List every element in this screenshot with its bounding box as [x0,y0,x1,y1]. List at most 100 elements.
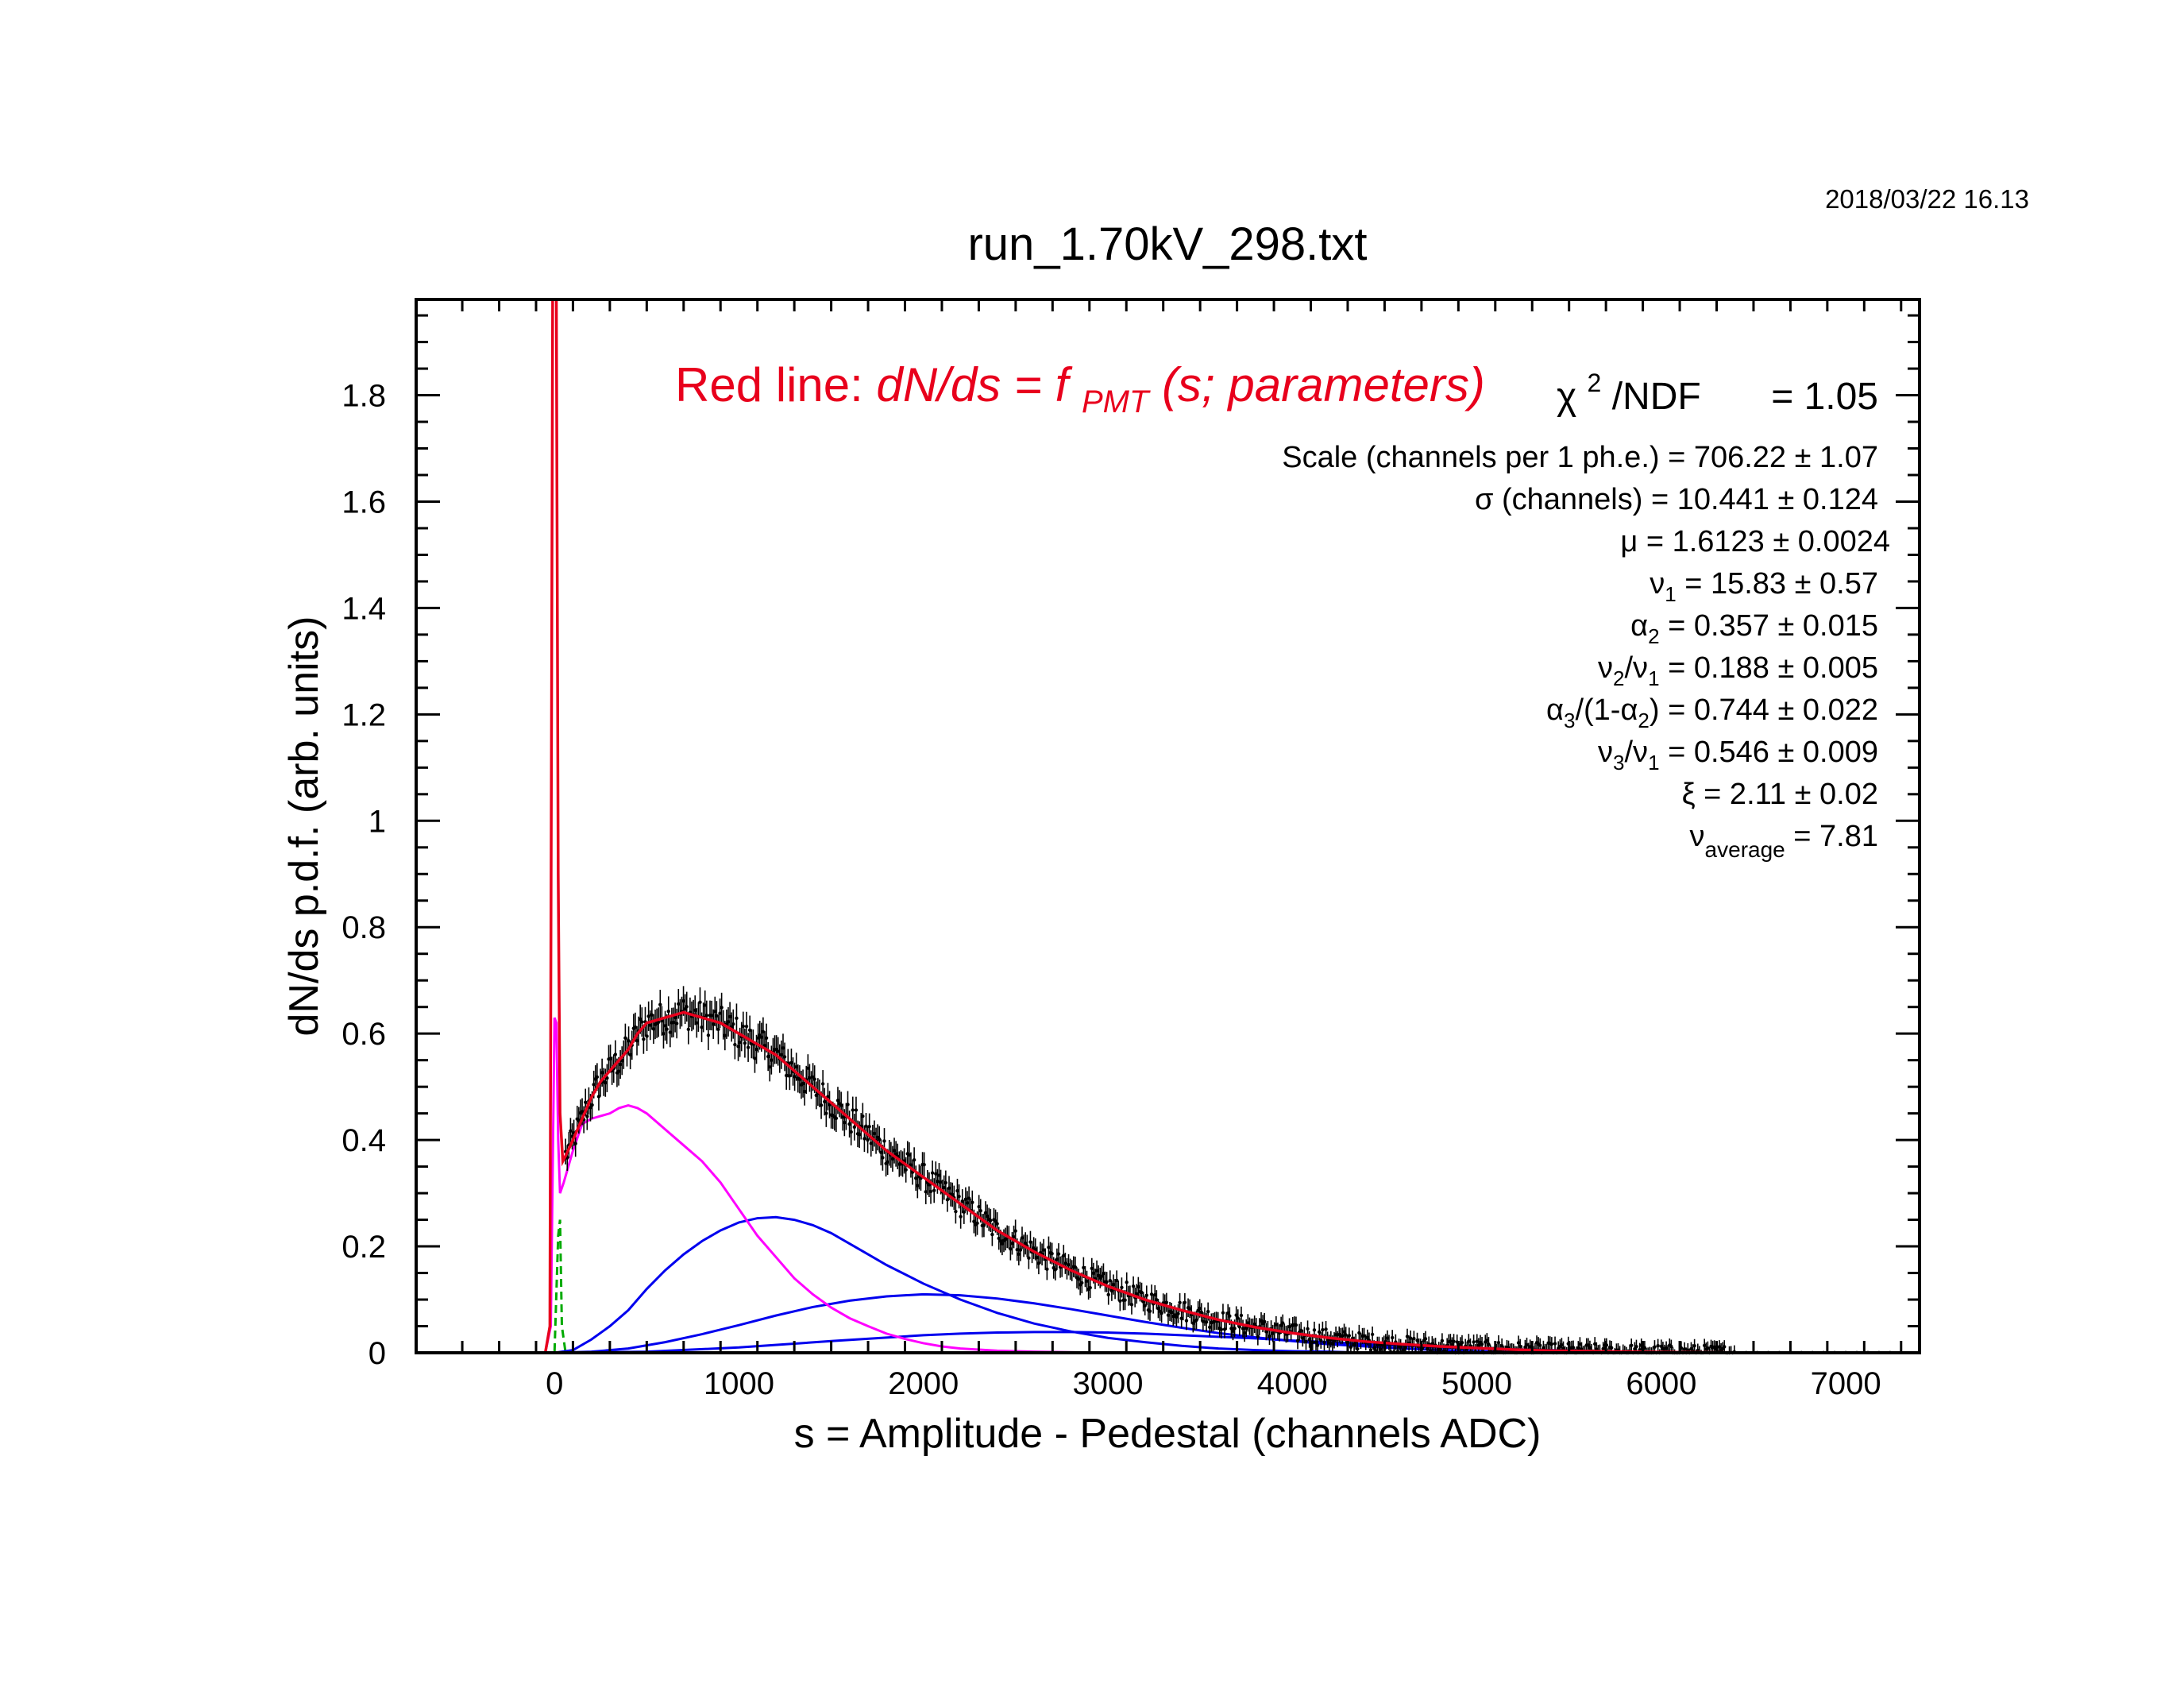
data-point [1106,1292,1110,1297]
data-point [1136,1284,1140,1289]
data-point [1268,1334,1271,1338]
data-point [1226,1311,1230,1315]
data-point [1187,1307,1192,1311]
data-point [720,1006,723,1010]
data-point [1412,1336,1416,1341]
data-point [693,1008,697,1013]
chi2-value: = 1.05 [1771,376,1878,418]
data-point [916,1184,920,1188]
data-point [1390,1335,1395,1340]
data-point [1256,1335,1260,1338]
data-point [808,1076,812,1080]
data-point [801,1081,805,1086]
data-point [673,1015,677,1020]
data-point [698,1000,702,1004]
data-point [972,1219,976,1223]
data-point [1405,1335,1410,1338]
data-point [1010,1242,1014,1246]
data-point [1246,1321,1250,1325]
data-point [1476,1343,1481,1347]
data-point [671,1020,676,1025]
data-point [623,1036,627,1040]
data-point [1263,1319,1267,1323]
data-point [1143,1304,1147,1308]
data-point [1131,1284,1136,1288]
data-point [937,1173,941,1177]
param-alpha3: α3/(1-α2) = 0.744 ± 0.022 [1546,693,1878,732]
y-tick-label: 0.8 [341,910,386,945]
data-point [595,1075,600,1080]
data-point [1105,1280,1109,1284]
param-nu1-sym: ν [1650,567,1665,601]
data-point [1368,1348,1373,1352]
data-point [1542,1346,1545,1350]
data-point [592,1083,596,1087]
data-point [668,1030,673,1034]
data-point [1487,1342,1491,1346]
data-point [1242,1331,1247,1335]
data-point [928,1189,933,1194]
data-point [685,1005,689,1009]
data-point [793,1075,797,1079]
param-alpha3-a: α [1546,693,1564,727]
data-point [1027,1256,1031,1260]
data-point [869,1141,873,1145]
data-point [1169,1310,1174,1315]
data-point [1028,1240,1032,1244]
data-point [1321,1327,1325,1332]
data-point [1114,1278,1119,1283]
data-point [628,1053,632,1057]
data-point [1271,1331,1275,1335]
data-point [861,1114,865,1118]
data-point [642,1037,646,1041]
param-nu2nu1-b: /ν [1625,651,1649,685]
data-point [932,1188,936,1192]
y-tick-label: 1 [369,804,386,839]
data-point [764,1036,769,1040]
data-point [1499,1343,1504,1348]
data-point [957,1194,961,1199]
data-point [1120,1285,1124,1290]
data-point [960,1199,964,1203]
data-point [746,1045,751,1049]
param-alpha3-val: = 0.744 ± 0.022 [1660,693,1878,727]
data-point [782,1055,787,1059]
data-point [784,1073,789,1078]
param-nu3nu1-b: /ν [1625,736,1649,769]
data-point [1033,1247,1037,1252]
data-point [718,1011,722,1015]
data-point [1045,1267,1049,1271]
data-point [723,1033,727,1037]
data-point [590,1103,594,1107]
data-point [951,1192,955,1197]
data-point [1085,1279,1089,1284]
x-tick-label: 7000 [1811,1366,1881,1401]
y-axis-label: dN/ds p.d.f. (arb. units) [281,616,327,1037]
param-alpha3-b: /(1-α [1575,693,1638,727]
data-point [1629,1343,1634,1347]
data-point [1208,1325,1212,1329]
data-point [1056,1252,1061,1256]
data-point [1041,1248,1046,1252]
data-point [1324,1327,1328,1331]
data-point [662,1032,666,1036]
data-point [852,1125,857,1130]
data-point [747,1028,752,1033]
data-point [1080,1280,1084,1285]
data-point [1341,1334,1345,1338]
data-point [866,1138,870,1142]
data-point [1206,1309,1210,1314]
data-point [1118,1299,1122,1303]
data-point [1362,1334,1366,1338]
chi2-rest: /NDF [1612,376,1701,418]
data-point [1423,1337,1428,1341]
data-point [1656,1343,1660,1348]
data-point [802,1089,807,1094]
param-alpha2: α2 = 0.357 ± 0.015 [1630,609,1878,648]
data-point [1560,1342,1564,1347]
data-point [1452,1339,1456,1343]
data-point [1144,1293,1148,1297]
plot-curves [543,1017,1920,1354]
data-point [1108,1278,1112,1283]
data-point [1692,1343,1696,1348]
